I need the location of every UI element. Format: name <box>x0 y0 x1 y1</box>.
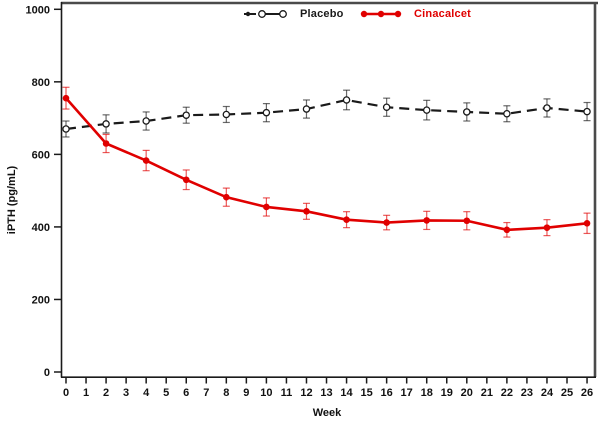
svg-text:10: 10 <box>260 387 272 399</box>
series-placebo <box>62 89 591 138</box>
svg-text:24: 24 <box>541 387 554 399</box>
y-axis-ticks: 0 200 400 600 800 1000 <box>26 4 61 379</box>
svg-text:16: 16 <box>381 387 393 399</box>
svg-text:14: 14 <box>340 387 353 399</box>
svg-text:600: 600 <box>32 149 50 161</box>
svg-text:1: 1 <box>83 387 89 399</box>
svg-text:0: 0 <box>44 367 50 379</box>
svg-text:1000: 1000 <box>26 4 50 16</box>
x-axis-title: Week <box>312 407 342 419</box>
svg-text:19: 19 <box>441 387 453 399</box>
series-cinacalcet <box>62 86 591 238</box>
svg-text:12: 12 <box>300 387 312 399</box>
cinacalcet-solid-line-icon <box>360 10 402 18</box>
svg-text:200: 200 <box>32 294 50 306</box>
placebo-dashed-line-icon <box>244 10 287 18</box>
svg-text:23: 23 <box>521 387 533 399</box>
svg-text:22: 22 <box>501 387 513 399</box>
legend-label-cinacalcet: Cinacalcet <box>414 8 472 20</box>
x-axis-ticks: 0 1 2 3 4 5 6 7 8 9 10 11 12 13 14 15 16 17 18 19 20 21 22 23 24… <box>63 377 593 399</box>
svg-text:8: 8 <box>223 387 229 399</box>
svg-text:15: 15 <box>360 387 372 399</box>
svg-text:11: 11 <box>281 387 293 399</box>
svg-text:20: 20 <box>461 387 473 399</box>
svg-text:13: 13 <box>320 387 332 399</box>
svg-text:9: 9 <box>243 387 249 399</box>
svg-text:26: 26 <box>581 387 593 399</box>
svg-text:25: 25 <box>561 387 573 399</box>
svg-text:400: 400 <box>32 222 50 234</box>
svg-text:3: 3 <box>123 387 129 399</box>
svg-text:21: 21 <box>481 387 493 399</box>
legend-item-placebo: Placebo <box>244 6 344 22</box>
legend: Placebo Cinacalcet <box>0 6 602 26</box>
svg-text:17: 17 <box>401 387 413 399</box>
svg-text:800: 800 <box>32 77 50 89</box>
legend-label-placebo: Placebo <box>300 8 344 20</box>
svg-text:7: 7 <box>203 387 209 399</box>
legend-item-cinacalcet: Cinacalcet <box>360 6 471 22</box>
svg-text:5: 5 <box>163 387 169 399</box>
y-axis-title: iPTH (pg/mL) <box>6 165 18 235</box>
svg-text:6: 6 <box>183 387 189 399</box>
svg-text:4: 4 <box>143 387 150 399</box>
svg-text:18: 18 <box>421 387 433 399</box>
svg-text:2: 2 <box>103 387 109 399</box>
plot-frame <box>60 1 598 379</box>
svg-text:0: 0 <box>63 387 69 399</box>
